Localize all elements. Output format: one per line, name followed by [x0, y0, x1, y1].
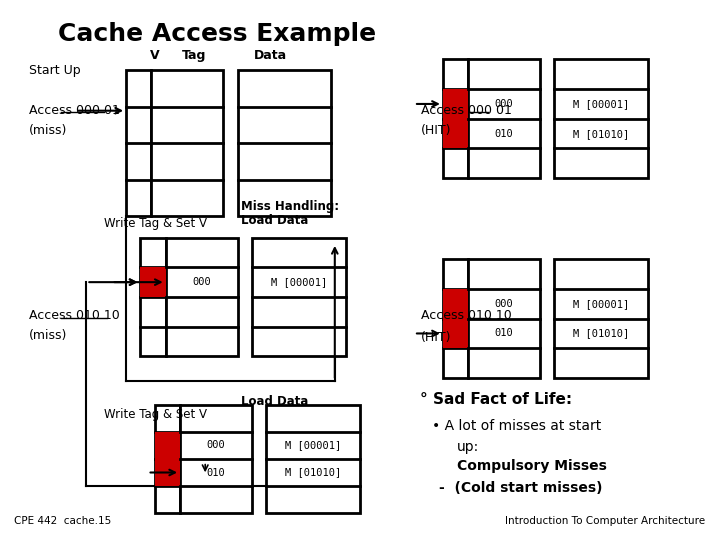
Bar	[266, 405, 360, 513]
Text: Load Data: Load Data	[241, 214, 309, 227]
Bar	[140, 238, 166, 356]
Text: M [01010]: M [01010]	[573, 129, 629, 139]
Text: Access 010 10: Access 010 10	[29, 309, 120, 322]
Text: Load Data: Load Data	[241, 395, 309, 408]
Text: Tag: Tag	[182, 49, 207, 62]
Text: CPE 442  cache.15: CPE 442 cache.15	[14, 516, 112, 526]
Bar	[554, 259, 648, 378]
Text: V: V	[150, 49, 160, 62]
Bar	[468, 59, 540, 178]
Bar	[155, 459, 180, 486]
Text: ° Sad Fact of Life:: ° Sad Fact of Life:	[420, 392, 572, 407]
Text: 000: 000	[495, 299, 513, 309]
Text: Miss Handling:: Miss Handling:	[241, 200, 339, 213]
Text: Access 000 01: Access 000 01	[421, 104, 512, 117]
Text: (miss): (miss)	[29, 329, 67, 342]
Text: Write Tag & Set V: Write Tag & Set V	[104, 408, 207, 421]
Text: Cache Access Example: Cache Access Example	[58, 22, 376, 45]
Text: (miss): (miss)	[29, 124, 67, 137]
Text: 010: 010	[495, 129, 513, 139]
Bar	[151, 70, 223, 216]
Text: Access 000 01: Access 000 01	[29, 104, 120, 117]
Text: M [00001]: M [00001]	[271, 277, 327, 287]
Bar	[443, 289, 468, 319]
Text: M [01010]: M [01010]	[285, 468, 341, 477]
Text: 010: 010	[495, 328, 513, 339]
Text: -  (Cold start misses): - (Cold start misses)	[439, 481, 603, 495]
Text: Compulsory Misses: Compulsory Misses	[457, 459, 607, 473]
Text: Write Tag & Set V: Write Tag & Set V	[104, 217, 207, 230]
Text: (HIT): (HIT)	[421, 124, 451, 137]
Bar	[180, 405, 252, 513]
Text: 000: 000	[495, 99, 513, 109]
Text: Introduction To Computer Architecture: Introduction To Computer Architecture	[505, 516, 706, 526]
Text: M [00001]: M [00001]	[573, 99, 629, 109]
Text: 010: 010	[207, 468, 225, 477]
Text: 000: 000	[192, 277, 211, 287]
Text: (HIT): (HIT)	[421, 331, 451, 344]
Bar	[166, 238, 238, 356]
Bar	[443, 319, 468, 348]
Bar	[443, 59, 468, 178]
Bar	[126, 70, 151, 216]
Text: Access 010 10: Access 010 10	[421, 309, 512, 322]
Bar	[554, 59, 648, 178]
Bar	[443, 89, 468, 119]
Bar	[238, 70, 331, 216]
Bar	[252, 238, 346, 356]
Bar	[155, 405, 180, 513]
Bar	[443, 119, 468, 148]
Text: Data: Data	[253, 49, 287, 62]
Text: M [00001]: M [00001]	[573, 299, 629, 309]
Text: Start Up: Start Up	[29, 64, 81, 77]
Text: up:: up:	[457, 440, 480, 454]
Text: • A lot of misses at start: • A lot of misses at start	[432, 418, 601, 433]
Text: 000: 000	[207, 441, 225, 450]
Bar	[443, 259, 468, 378]
Text: M [00001]: M [00001]	[285, 441, 341, 450]
Bar	[468, 259, 540, 378]
Bar	[155, 432, 180, 459]
Text: M [01010]: M [01010]	[573, 328, 629, 339]
Bar	[140, 267, 166, 297]
